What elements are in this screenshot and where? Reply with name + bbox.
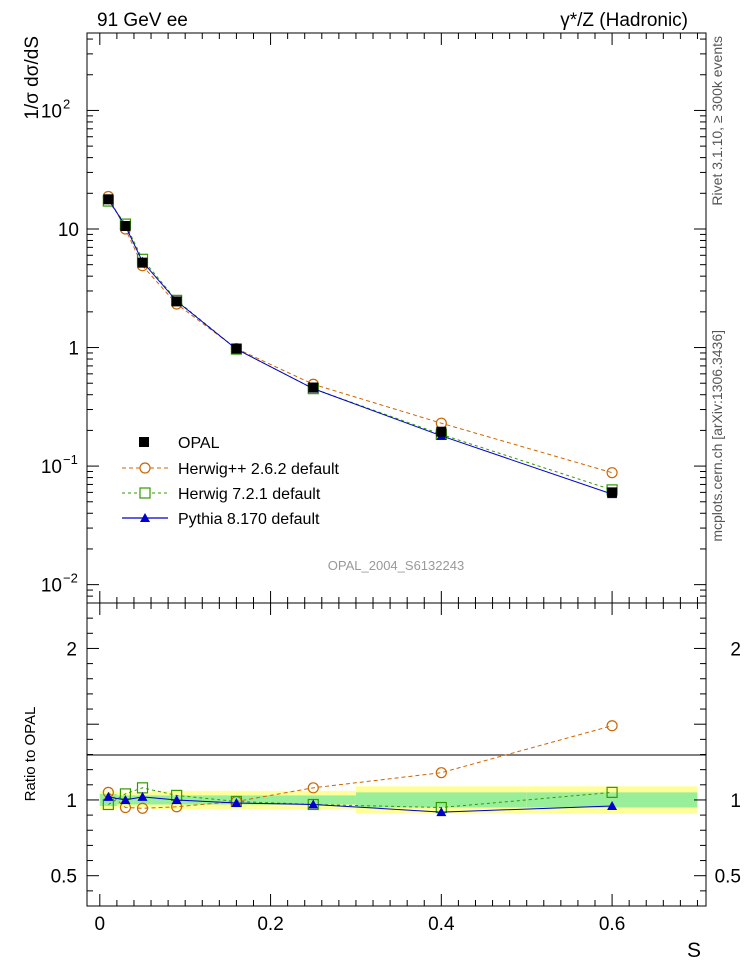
source-text: mcplots.cern.ch [arXiv:1306.3436]: [709, 330, 725, 542]
legend-herwig7-marker: [139, 487, 151, 499]
legend-pythia-label: Pythia 8.170 default: [178, 511, 320, 528]
ratio-line-herwig-7-2-1-default: [108, 787, 613, 809]
ratio-line-pythia-8-170-default: [108, 796, 613, 813]
ratio-point-pythia-8-170-default: [231, 797, 242, 807]
main-line-herwig-7-2-1-default: [107, 200, 613, 491]
opal-data-point: [607, 487, 618, 498]
ratio-y-tick-label-left: 0.5: [51, 867, 77, 888]
main-y-tick-label: 10: [41, 457, 62, 478]
main-y-tick-exponent: −1: [63, 452, 78, 467]
ratio-point-pythia-8-170-default: [436, 807, 447, 817]
x-axis-label: S: [687, 939, 701, 962]
legend-opal-label: OPAL: [178, 435, 220, 452]
x-tick-label: 0.6: [599, 914, 625, 935]
axis-ticks: [87, 33, 706, 907]
legend-opal-marker: [139, 437, 149, 447]
main-y-tick-exponent: −2: [63, 571, 78, 586]
opal-data-point: [231, 343, 242, 354]
ratio-y-tick-label-left: 2: [66, 639, 77, 660]
x-tick-label: 0.4: [428, 914, 455, 935]
ratio-y-tick-label-right: 1: [730, 791, 741, 812]
ratio-point-herwig-2-6-2-default: [136, 802, 149, 814]
main-y-tick-label: 10: [41, 576, 62, 597]
ratio-band-inner: [355, 792, 527, 808]
ratio-point-herwig-2-6-2-default: [307, 782, 319, 794]
ratio-point-herwig-2-6-2-default: [606, 720, 618, 732]
main-point-herwig-2-6-2-default: [606, 467, 618, 479]
legend-herwigpp-marker: [139, 462, 151, 474]
legend-herwig7-label: Herwig 7.2.1 default: [178, 486, 321, 503]
legend: OPAL Herwig++ 2.6.2 default Herwig 7.2.1…: [122, 435, 340, 528]
opal-data-point: [120, 220, 131, 231]
main-ylabel: 1/σ dσ/dS: [22, 36, 43, 120]
ratio-point-pythia-8-170-default: [171, 794, 182, 804]
opal-data-point: [103, 194, 114, 205]
ratio-y-tick-label-left: 1: [66, 791, 77, 812]
ratio-band-inner: [526, 792, 698, 808]
legend-herwigpp-label: Herwig++ 2.6.2 default: [178, 461, 340, 478]
opal-data-point: [171, 296, 182, 307]
rivet-version-text: Rivet 3.1.10, ≥ 300k events: [709, 36, 725, 206]
analysis-watermark: OPAL_2004_S6132243: [328, 558, 464, 573]
main-y-tick-label: 1: [68, 339, 79, 360]
main-line-pythia-8-170-default: [107, 199, 613, 495]
ratio-series: [102, 720, 618, 817]
opal-data-point: [308, 382, 319, 393]
main-series: [102, 190, 618, 499]
ratio-ylabel: Ratio to OPAL: [22, 707, 39, 802]
header-right-title: γ*/Z (Hadronic): [560, 10, 688, 31]
ratio-y-tick-label-right: 2: [730, 639, 741, 660]
ratio-point-pythia-8-170-default: [607, 801, 618, 811]
ratio-point-herwig-7-2-1-default: [606, 786, 618, 798]
ratio-point-pythia-8-170-default: [103, 791, 114, 801]
legend-pythia-marker: [140, 513, 150, 522]
main-line-herwig-2-6-2-default: [107, 196, 613, 474]
ratio-point-herwig-2-6-2-default: [435, 767, 447, 779]
x-tick-label: 0: [95, 914, 106, 935]
header-left-title: 91 GeV ee: [97, 10, 188, 31]
x-tick-label: 0.2: [257, 914, 283, 935]
main-y-tick-label: 10: [41, 101, 62, 122]
opal-data-points: [103, 194, 618, 498]
main-y-tick-label: 10: [58, 220, 79, 241]
ratio-y-tick-label-right: 0.5: [715, 867, 741, 888]
ratio-point-pythia-8-170-default: [120, 794, 131, 804]
ratio-point-pythia-8-170-default: [137, 791, 148, 801]
opal-data-point: [137, 257, 148, 268]
opal-data-point: [436, 426, 447, 437]
main-y-tick-exponent: 2: [63, 96, 70, 111]
ratio-point-pythia-8-170-default: [308, 799, 319, 809]
